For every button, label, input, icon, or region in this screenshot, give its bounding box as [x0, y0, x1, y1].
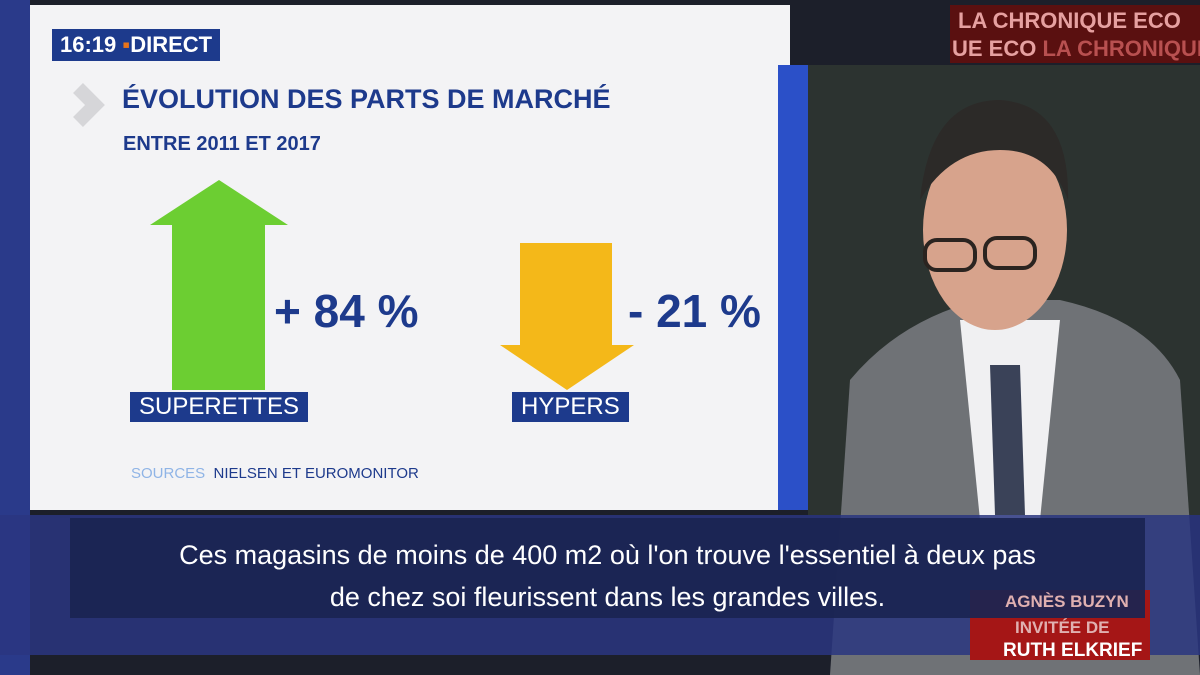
caption-box [70, 518, 1145, 618]
segment: LA CHRONIQUE [1042, 36, 1200, 61]
chevron [73, 83, 105, 127]
role: INVITÉE DE [1015, 618, 1110, 637]
segment: UE ECO LA CHRONIQUE [952, 36, 1200, 62]
glasses [923, 238, 977, 272]
title: ÉVOLUTION DES PARTS DE MARCHÉ [122, 84, 611, 114]
live: DIRECT [130, 32, 213, 57]
studio-blue [778, 65, 808, 510]
caption-line: Ces magasins de moins de 400 m2 où l'on … [179, 540, 1036, 570]
time: 16:19 [60, 32, 117, 57]
change: - 21 % [628, 285, 761, 337]
arrow-up [150, 180, 288, 390]
arrow-down [500, 243, 634, 390]
source: SOURCES NIELSEN ET EUROMONITOR [131, 465, 419, 482]
change: + 84 % [274, 285, 419, 337]
tie [990, 365, 1025, 515]
segment: UE ECO [952, 36, 1037, 61]
segment-banner [950, 5, 1200, 63]
subtitle: ENTRE 2011 ET 2017 [123, 133, 321, 155]
caption-line: de chez soi fleurissent dans les grandes… [329, 582, 886, 612]
label: SUPERETTES [130, 392, 309, 422]
face [923, 130, 1067, 330]
guest: AGNÈS BUZYN [1005, 592, 1129, 611]
host: RUTH ELKRIEF [1003, 640, 1143, 661]
label: HYPERS [512, 392, 629, 422]
segment: LA CHRONIQUE ECO [958, 8, 1181, 33]
live-tag: 16:19 ▪DIRECT [52, 29, 221, 61]
source-label: SOURCES [131, 465, 206, 482]
hair [920, 100, 1069, 200]
glasses [983, 236, 1037, 270]
source-text: NIELSEN ET EUROMONITOR [213, 465, 419, 482]
infographic-panel [30, 5, 790, 510]
